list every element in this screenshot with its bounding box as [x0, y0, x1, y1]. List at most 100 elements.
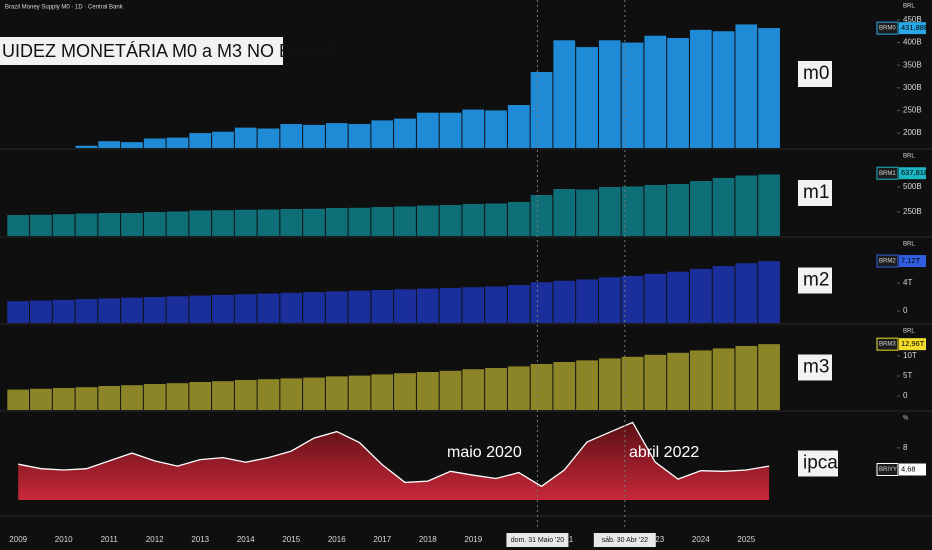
- axis-unit: BRL: [903, 4, 915, 10]
- axis-unit: BRL: [903, 242, 915, 248]
- pane-label: m2: [803, 270, 829, 291]
- bar: [121, 385, 143, 410]
- bar: [576, 189, 598, 236]
- price-tag-label: 12,96T: [901, 339, 925, 348]
- bar: [143, 138, 166, 148]
- bar: [462, 109, 485, 148]
- bar: [348, 207, 371, 236]
- bar: [462, 204, 485, 236]
- price-tag-symbol-box: [876, 254, 899, 268]
- bar: [416, 288, 439, 323]
- bar: [189, 382, 212, 410]
- bar: [7, 215, 30, 236]
- price-tag-symbol-box: [876, 337, 899, 351]
- bar: [735, 346, 758, 410]
- bar: [530, 364, 553, 410]
- price-tag: [899, 22, 926, 35]
- bar: [439, 287, 462, 323]
- bar: [303, 377, 325, 410]
- bar: [348, 124, 371, 148]
- bar: [507, 105, 530, 148]
- bar: [121, 213, 143, 236]
- price-tag-label: 4,68: [901, 464, 916, 473]
- bar: [394, 289, 416, 323]
- bar: [371, 207, 394, 236]
- title-box: [0, 37, 283, 65]
- y-tick-label: 10T: [903, 351, 917, 360]
- bar: [189, 210, 212, 236]
- bar: [758, 344, 780, 410]
- x-tick-label: 2012: [146, 535, 164, 544]
- pane-label: m0: [803, 63, 829, 84]
- bar: [394, 206, 416, 236]
- price-tag: [899, 255, 926, 268]
- series: [7, 344, 780, 410]
- bar: [280, 209, 303, 236]
- y-tick-label: 4T: [903, 278, 912, 287]
- bar: [234, 209, 257, 236]
- bar: [257, 379, 280, 410]
- bar: [758, 174, 780, 236]
- bar: [530, 195, 553, 236]
- bar: [348, 290, 371, 323]
- bar: [758, 261, 780, 323]
- bar: [166, 211, 189, 236]
- pane-label-box: [798, 180, 832, 206]
- bar: [689, 268, 712, 323]
- bar: [30, 214, 52, 236]
- bar: [52, 214, 75, 236]
- price-tag-symbol: BRM1: [879, 171, 896, 177]
- bar: [30, 388, 52, 410]
- bar: [667, 271, 689, 323]
- bar: [280, 378, 303, 410]
- y-tick-label: 350B: [903, 60, 922, 69]
- pane-label-box: [798, 450, 838, 477]
- bar: [735, 24, 758, 148]
- series: [7, 174, 780, 236]
- bar: [303, 292, 325, 323]
- bar: [189, 295, 212, 323]
- bar: [598, 40, 621, 149]
- bar: [667, 184, 689, 236]
- bar: [416, 372, 439, 410]
- bar: [166, 137, 189, 148]
- annotation: maio 2020: [447, 444, 522, 461]
- x-tick-label: 2016: [328, 535, 346, 544]
- y-tick-label: 250B: [903, 207, 922, 216]
- bar: [644, 185, 667, 236]
- axis-unit: BRL: [903, 154, 915, 160]
- bar: [712, 31, 735, 149]
- crosshair-label: sáb. 30 Abr '22: [602, 537, 649, 544]
- series: [7, 261, 780, 323]
- x-tick-label: 2013: [191, 535, 209, 544]
- x-tick-label: 2018: [419, 535, 437, 544]
- bar: [416, 205, 439, 236]
- y-tick-label: 5T: [903, 371, 912, 380]
- bar: [75, 387, 98, 410]
- bar: [280, 124, 303, 148]
- bar: [75, 213, 98, 236]
- bar: [143, 384, 166, 410]
- pane-label: ipca: [803, 453, 838, 474]
- y-tick-label: 400B: [903, 38, 922, 47]
- pane-label: m3: [803, 357, 829, 378]
- bar: [644, 35, 667, 148]
- bar: [576, 47, 598, 148]
- bar: [98, 141, 121, 148]
- price-tag: [899, 167, 926, 180]
- bar: [644, 354, 667, 410]
- bar: [689, 181, 712, 236]
- bar: [507, 202, 530, 236]
- x-tick-label: 2015: [282, 535, 300, 544]
- bar: [621, 186, 644, 236]
- bar: [234, 380, 257, 410]
- crosshair-label-box: [506, 533, 569, 547]
- bar: [576, 279, 598, 323]
- x-tick-label: 2011: [101, 535, 119, 544]
- bar: [598, 358, 621, 410]
- bar: [416, 112, 439, 148]
- bar: [712, 348, 735, 410]
- price-tag-symbol: BRM2: [879, 259, 896, 265]
- bar: [166, 296, 189, 323]
